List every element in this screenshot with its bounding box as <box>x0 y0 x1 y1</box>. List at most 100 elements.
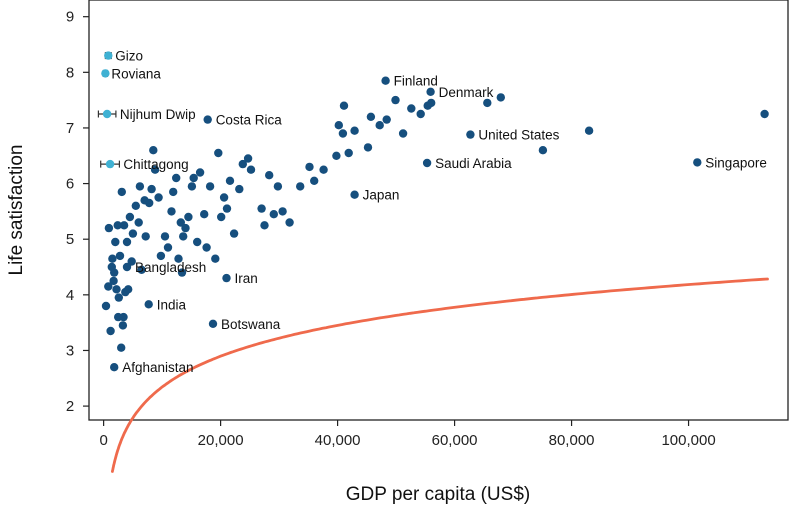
country-point <box>147 184 156 194</box>
country-point <box>124 285 133 294</box>
labeled-country-point <box>381 76 390 85</box>
country-point <box>118 321 128 330</box>
labeled-country-point <box>110 363 119 372</box>
labeled-country-point <box>350 190 359 199</box>
country-point <box>179 232 188 241</box>
country-point <box>115 251 125 261</box>
country-point <box>278 207 287 216</box>
country-point <box>107 262 117 272</box>
country-point <box>163 243 173 252</box>
country-point <box>172 173 181 183</box>
country-point <box>483 98 492 108</box>
plot-border <box>88 0 789 421</box>
country-point <box>214 148 223 158</box>
country-point <box>229 229 239 238</box>
country-label: Costa Rica <box>216 113 283 128</box>
country-point <box>265 171 274 180</box>
labeled-country-point <box>466 130 475 139</box>
country-point <box>169 187 178 197</box>
country-point <box>184 212 193 222</box>
country-point <box>160 232 170 241</box>
country-point <box>149 146 158 155</box>
country-point <box>119 312 128 322</box>
country-point <box>104 282 113 291</box>
country-point <box>344 148 353 158</box>
country-label: Japan <box>363 188 400 203</box>
country-label: Botswana <box>221 317 281 332</box>
country-point <box>193 237 202 247</box>
country-point <box>305 162 314 172</box>
fit-curve <box>111 277 769 473</box>
country-point <box>177 268 187 277</box>
country-point <box>135 182 145 191</box>
country-point <box>538 146 548 155</box>
country-point <box>584 126 594 135</box>
community-label: Roviana <box>111 66 161 81</box>
y-tick-label: 8 <box>66 64 74 81</box>
country-point <box>200 210 209 219</box>
country-point <box>134 218 143 227</box>
country-point <box>338 129 348 138</box>
country-point <box>202 243 211 252</box>
country-point <box>407 104 416 113</box>
axis-ticks: 0 20,000 40,000 60,000 80,000 100,000 2 3 4 5 6 7 8 9 <box>66 9 716 449</box>
country-point <box>108 254 117 263</box>
country-point <box>222 204 232 213</box>
country-point <box>128 229 138 238</box>
y-tick-label: 6 <box>66 176 74 193</box>
country-point <box>156 251 166 261</box>
country-point <box>140 196 149 205</box>
country-point <box>319 165 328 174</box>
y-tick-label: 7 <box>66 120 74 137</box>
country-point <box>112 285 121 294</box>
community-label: Nijhum Dwip <box>120 107 196 122</box>
country-point <box>167 207 176 216</box>
country-point <box>187 182 197 191</box>
country-point <box>106 326 115 336</box>
country-label: United States <box>478 128 559 143</box>
country-point <box>131 201 140 210</box>
country-point <box>114 293 124 302</box>
country-point <box>122 237 132 247</box>
y-tick-label: 2 <box>66 398 74 415</box>
country-point <box>117 343 126 352</box>
country-point <box>205 182 215 191</box>
country-point <box>137 265 146 274</box>
country-point <box>285 218 294 227</box>
country-label: Saudi Arabia <box>435 156 512 171</box>
labeled-country-point <box>422 158 432 168</box>
labeled-country-point <box>426 87 435 97</box>
country-point <box>225 176 235 185</box>
x-tick-label: 60,000 <box>432 432 478 449</box>
country-point <box>296 182 305 191</box>
country-label: Bangladesh <box>135 260 206 275</box>
x-axis-title: GDP per capita (US$) <box>346 484 530 505</box>
country-point <box>176 218 185 227</box>
country-point <box>363 143 373 152</box>
country-point <box>257 204 266 213</box>
community-point <box>105 159 115 169</box>
country-point <box>117 187 127 197</box>
labeled-country-point <box>222 273 231 283</box>
country-point <box>416 109 425 119</box>
country-point <box>101 301 111 311</box>
country-point <box>375 121 384 130</box>
country-point <box>181 223 190 233</box>
country-point <box>235 184 244 194</box>
country-point <box>125 212 135 222</box>
country-point <box>211 254 220 263</box>
country-point <box>269 210 278 219</box>
y-axis-title: Life satisfaction <box>6 145 27 276</box>
points-layer <box>97 51 769 372</box>
country-label: Denmark <box>439 85 494 100</box>
labeled-country-point <box>208 319 218 328</box>
x-tick-label: 100,000 <box>661 432 715 449</box>
country-point <box>366 112 376 122</box>
country-point <box>219 193 229 202</box>
country-label: India <box>157 297 187 312</box>
community-point <box>104 51 113 60</box>
fit-curve-layer <box>111 277 769 473</box>
community-label: Gizo <box>115 49 143 64</box>
x-tick-label: 80,000 <box>549 432 595 449</box>
